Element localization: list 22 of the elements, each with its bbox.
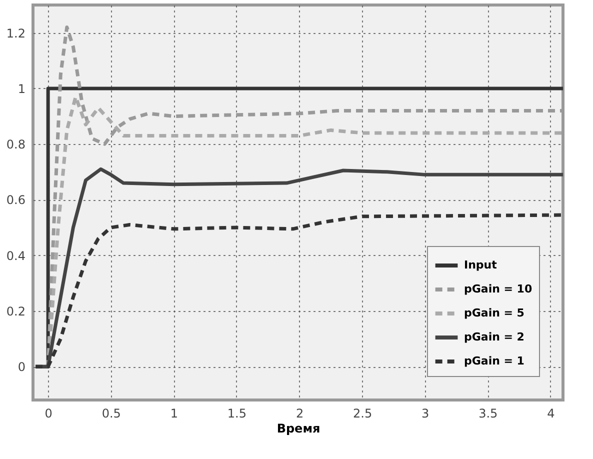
y-tick-label: 0.6 — [6, 193, 26, 208]
y-tick-label: 0 — [18, 360, 26, 374]
y-tick-label: 0.4 — [6, 248, 26, 263]
x-tick-label: 3.5 — [478, 406, 498, 420]
x-tick-label: 1 — [170, 406, 178, 420]
y-tick-label: 1.2 — [6, 26, 26, 40]
legend-label: pGain = 5 — [464, 306, 524, 320]
legend-label: Input — [464, 258, 497, 272]
x-tick-label: 1.5 — [227, 406, 247, 420]
x-tick-label: 3 — [422, 406, 430, 420]
legend-label: pGain = 2 — [464, 330, 524, 344]
x-axis-title: Время — [276, 422, 320, 436]
x-tick-label: 2.5 — [353, 406, 372, 420]
legend-label: pGain = 10 — [464, 282, 532, 296]
x-tick-label: 2 — [296, 406, 304, 420]
y-tick-label: 0.2 — [6, 304, 26, 318]
y-tick-label: 1 — [18, 82, 26, 96]
x-tick-label: 0 — [44, 406, 52, 420]
legend-label: pGain = 1 — [464, 354, 524, 368]
y-tick-label: 0.8 — [6, 138, 26, 152]
x-tick-label: 0.5 — [102, 406, 121, 420]
x-tick-label: 4 — [547, 406, 555, 420]
